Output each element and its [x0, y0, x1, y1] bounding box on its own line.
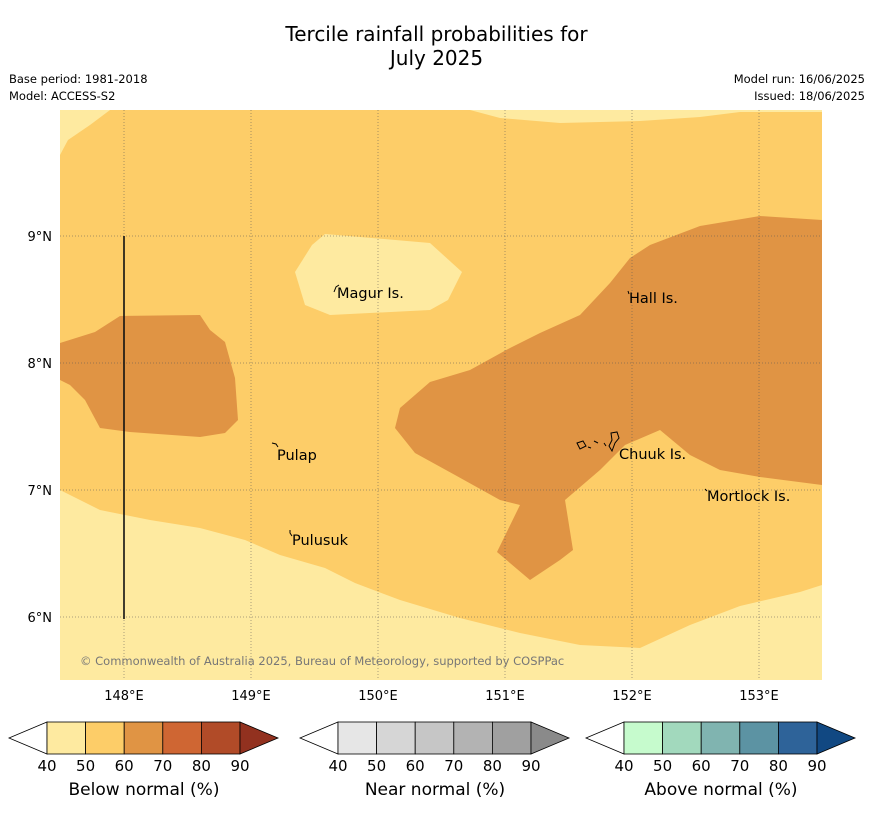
colorbar-below-tick-label: 40 [37, 757, 56, 775]
lat-tick-label: 8°N [28, 357, 53, 372]
region-60-70-east [395, 216, 822, 580]
colorbar-above-high-extend [816, 721, 857, 755]
mortlock-island-shape [704, 488, 708, 492]
place-label-pulap: Pulap [277, 448, 317, 464]
colorbar-near-tick-label: 40 [328, 757, 347, 775]
colorbar-near-high-extend [530, 721, 571, 755]
colorbar-above-low-extend [584, 721, 625, 755]
magur-island-shape [333, 284, 340, 293]
place-label-magur: Magur Is. [337, 286, 404, 302]
map-panel: © Commonwealth of Australia 2025, Bureau… [60, 110, 822, 680]
colorbar-near-segment [491, 721, 532, 755]
pulusuk-island-shape [289, 530, 293, 537]
colorbar-below-segment [85, 721, 125, 755]
chuuk-island-shape-b [593, 440, 599, 444]
place-labels: Magur Is. Hall Is. Pulap Chuuk Is. Mortl… [277, 286, 790, 549]
colorbar-above-segment [739, 721, 779, 755]
lon-tick-labels: 148°E 149°E 150°E 151°E 152°E 153°E [104, 689, 779, 704]
colorbar-below-high-extend [239, 721, 280, 755]
colorbar-above-tick-label: 60 [692, 757, 711, 775]
lon-tick-label: 151°E [485, 689, 525, 704]
colorbar-title-near: Near normal (%) [364, 780, 506, 800]
colorbar-near-segment [337, 721, 377, 755]
lon-tick-label: 153°E [739, 689, 779, 704]
colorbar-near-segment [376, 721, 416, 755]
copyright-text: © Commonwealth of Australia 2025, Bureau… [80, 654, 564, 668]
colorbar-above-tick-label: 40 [614, 757, 633, 775]
model-name: Model: ACCESS-S2 [9, 89, 116, 103]
colorbar-title-above: Above normal (%) [644, 780, 798, 800]
meta-left: Base period: 1981-2018 Model: ACCESS-S2 [9, 71, 148, 105]
chuuk-island-shape-c [603, 442, 607, 447]
island-outlines [271, 284, 708, 537]
colorbar-above-segment [662, 721, 702, 755]
colorbars: 40 50 60 70 80 90 40 50 60 70 80 90 40 50 60 70 80 90 [7, 721, 857, 775]
colorbar-near-segment [453, 721, 493, 755]
colorbar-near-tick-label: 60 [406, 757, 425, 775]
place-label-chuuk: Chuuk Is. [619, 447, 686, 463]
colorbar-near-low-extend [298, 721, 339, 755]
colorbar-below-tick-label: 50 [76, 757, 95, 775]
colorbar-below-segment [46, 721, 86, 755]
region-40-50-magur [295, 234, 462, 315]
issued-date: Issued: 18/06/2025 [754, 89, 865, 103]
colorbar-below-low-extend [7, 721, 48, 755]
colorbar-above-segment [700, 721, 741, 755]
chuuk-island-shape-e [587, 446, 592, 449]
colorbar-near-tick-label: 80 [483, 757, 502, 775]
lon-tick-label: 150°E [358, 689, 398, 704]
colorbar-above-tick-label: 90 [807, 757, 826, 775]
colorbar-below-tick-label: 80 [192, 757, 211, 775]
colorbar-below-segment [123, 721, 164, 755]
chart-title: Tercile rainfall probabilities for July … [0, 22, 873, 70]
colorbar-near-tick-label: 50 [367, 757, 386, 775]
region-60-70-west [60, 315, 238, 437]
colorbar-below-tick-label: 90 [230, 757, 249, 775]
colorbar-below-segment [200, 721, 241, 755]
colorbar-above-segment [778, 721, 818, 755]
place-label-mortlock: Mortlock Is. [707, 489, 790, 505]
base-period: Base period: 1981-2018 [9, 72, 148, 86]
colorbar-above-tick-label: 50 [653, 757, 672, 775]
place-label-hall: Hall Is. [629, 291, 678, 307]
place-label-pulusuk: Pulusuk [292, 533, 349, 549]
lon-tick-label: 149°E [231, 689, 271, 704]
pulap-island-shape [271, 442, 279, 448]
lat-gridlines [60, 235, 822, 618]
colorbar-below-tick-label: 70 [153, 757, 172, 775]
colorbar-above-tick-label: 70 [730, 757, 749, 775]
lat-tick-labels: 9°N 8°N 7°N 6°N [28, 230, 53, 626]
colorbar-below-tick-label: 60 [115, 757, 134, 775]
hall-island-shape [627, 290, 630, 295]
lat-tick-label: 7°N [28, 484, 53, 499]
region-40-50-south [60, 490, 822, 680]
colorbar-below-segment [162, 721, 202, 755]
model-run: Model run: 16/06/2025 [733, 72, 865, 86]
lat-tick-label: 6°N [28, 611, 53, 626]
colorbar-near-tick-label: 90 [521, 757, 540, 775]
chuuk-island-shape-d [608, 431, 620, 453]
colorbar-above-segment [623, 721, 663, 755]
lat-tick-label: 9°N [28, 230, 53, 245]
colorbar-near-tick-label: 70 [444, 757, 463, 775]
meta-right: Model run: 16/06/2025 Issued: 18/06/2025 [734, 71, 865, 105]
lon-tick-label: 152°E [612, 689, 652, 704]
title-line-1: Tercile rainfall probabilities for [285, 22, 588, 46]
chuuk-island-shape-a [576, 440, 587, 450]
title-line-2: July 2025 [389, 46, 484, 70]
colorbar-title-below: Below normal (%) [68, 780, 220, 800]
colorbar-near-segment [414, 721, 455, 755]
colorbar-above-tick-label: 80 [769, 757, 788, 775]
lon-tick-label: 148°E [104, 689, 144, 704]
